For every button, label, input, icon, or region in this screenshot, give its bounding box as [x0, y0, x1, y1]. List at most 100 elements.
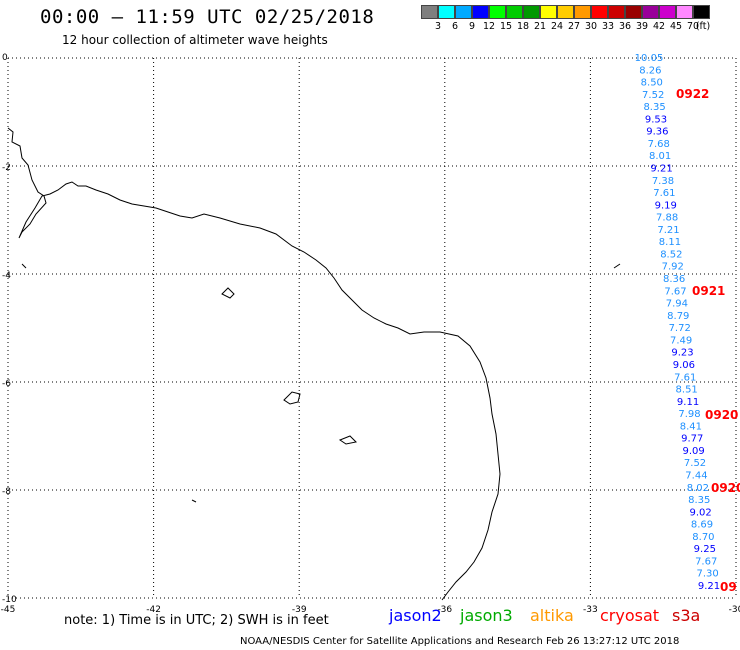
scale-swatch	[489, 5, 506, 19]
scale-swatch	[676, 5, 693, 19]
footer-note: note: 1) Time is in UTC; 2) SWH is in fe…	[64, 613, 329, 628]
wave-height-value: 7.52	[684, 458, 706, 469]
wave-height-value: 8.69	[691, 520, 713, 531]
wave-height-value: 7.67	[695, 556, 717, 567]
wave-height-value: 7.49	[670, 335, 692, 346]
wave-height-value: 7.44	[685, 470, 707, 481]
footer-credit: NOAA/NESDIS Center for Satellite Applica…	[240, 636, 680, 647]
scale-swatch	[591, 5, 608, 19]
page-title: 00:00 – 11:59 UTC 02/25/2018	[40, 6, 375, 28]
satellite-cryosat: cryosat	[600, 606, 660, 625]
scale-swatch	[506, 5, 523, 19]
wave-height-value: 7.61	[653, 188, 675, 199]
satellite-s3a: s3a	[672, 606, 701, 625]
island-6	[613, 263, 621, 269]
wave-height-value: 8.26	[639, 65, 661, 76]
wave-height-value: 9.21	[698, 581, 720, 592]
wave-height-value: 9.02	[689, 507, 711, 518]
wave-height-value: 9.77	[681, 434, 703, 445]
wave-height-value: 7.52	[642, 90, 664, 101]
scale-label: 6	[451, 21, 459, 32]
wave-height-value: 9.53	[645, 114, 667, 125]
scale-label: 45	[669, 21, 683, 32]
page-subtitle: 12 hour collection of altimeter wave hei…	[62, 33, 328, 47]
scale-label: 27	[567, 21, 581, 32]
island-4	[191, 499, 197, 503]
x-tick-label: -39	[292, 605, 307, 615]
wave-height-value: 7.98	[678, 409, 700, 420]
scale-swatch	[472, 5, 489, 19]
wave-height-value: 8.51	[676, 385, 698, 396]
wave-height-value: 9.06	[673, 360, 695, 371]
scale-label: 33	[601, 21, 615, 32]
scale-swatch	[659, 5, 676, 19]
wave-height-value: 9.25	[694, 544, 716, 555]
satellite-jason2: jason2	[389, 606, 442, 625]
wave-height-value: 9.21	[650, 164, 672, 175]
wave-height-value: 10.05	[635, 53, 664, 64]
coastline	[7, 127, 621, 601]
x-tick-label: -30	[729, 605, 740, 615]
axis-labels: -45 -42 -39 -36 -33 -30 0 -2 -4 -6 -8 -10	[1, 53, 740, 615]
x-tick-label: -45	[1, 605, 16, 615]
island-5	[21, 263, 27, 269]
wave-height-value: 8.11	[659, 237, 681, 248]
wave-height-value: 8.35	[688, 495, 710, 506]
scale-swatch	[438, 5, 455, 19]
scale-label: 3	[434, 21, 442, 32]
wave-height-value: 7.30	[696, 569, 718, 580]
wave-height-value: 9.19	[655, 200, 677, 211]
x-tick-label: -36	[437, 605, 452, 615]
y-tick-label: -10	[2, 595, 17, 605]
coastline-path	[7, 127, 501, 601]
wave-height-value: 9.23	[671, 348, 693, 359]
scale-swatch	[574, 5, 591, 19]
wave-height-value: 8.02	[687, 483, 709, 494]
scale-label: 12	[482, 21, 496, 32]
wave-height-value: 8.35	[643, 102, 665, 113]
wave-height-value: 8.41	[680, 421, 702, 432]
color-scale	[421, 5, 710, 19]
scale-label: 24	[550, 21, 564, 32]
wave-height-value: 7.68	[648, 139, 670, 150]
satellite-jason3: jason3	[460, 606, 513, 625]
scale-label: 15	[499, 21, 513, 32]
scale-label: 9	[468, 21, 476, 32]
wave-height-value: 7.38	[652, 176, 674, 187]
y-tick-label: 0	[2, 53, 8, 63]
scale-swatch	[625, 5, 642, 19]
wave-height-value: 9.09	[683, 446, 705, 457]
wave-height-value: 9.11	[677, 397, 699, 408]
pass-label: 0920	[711, 481, 740, 495]
scale-swatch	[523, 5, 540, 19]
scale-label: 18	[516, 21, 530, 32]
pass-label: 09	[720, 580, 737, 594]
scale-swatch	[642, 5, 659, 19]
island-1	[221, 287, 235, 299]
scale-unit: (ft)	[695, 21, 711, 32]
scale-label: 70	[686, 21, 700, 32]
scale-label: 30	[584, 21, 598, 32]
pass-labels: 0922 0921 0920 0920 09	[676, 87, 740, 594]
scale-label: 39	[635, 21, 649, 32]
pass-label: 0922	[676, 87, 709, 101]
wave-height-value: 8.52	[660, 249, 682, 260]
grid	[7, 57, 737, 599]
y-tick-label: -4	[2, 271, 11, 281]
wave-height-value: 8.70	[692, 532, 714, 543]
x-tick-label: -42	[146, 605, 161, 615]
satellite-altika: altika	[530, 606, 574, 625]
wave-height-value: 8.79	[667, 311, 689, 322]
scale-swatch	[557, 5, 574, 19]
pass-label: 0921	[692, 284, 725, 298]
wave-height-values: 10.058.268.507.528.359.539.367.688.019.2…	[635, 53, 720, 592]
wave-height-value: 7.92	[662, 262, 684, 273]
wave-height-value: 7.61	[674, 372, 696, 383]
scale-label: 21	[533, 21, 547, 32]
wave-height-value: 8.36	[663, 274, 685, 285]
scale-label: 42	[652, 21, 666, 32]
scale-swatch	[608, 5, 625, 19]
scale-swatch	[421, 5, 438, 19]
wave-height-value: 8.50	[641, 78, 663, 89]
